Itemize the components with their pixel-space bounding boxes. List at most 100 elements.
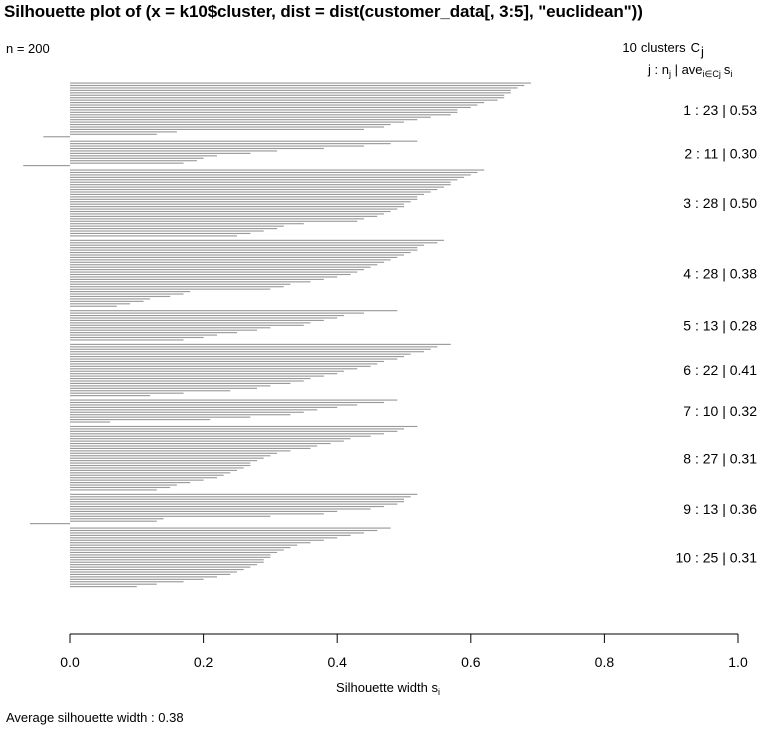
silhouette-bar-c2-4	[70, 147, 324, 150]
silhouette-bar-c3-1	[70, 169, 485, 171]
silhouette-bar-c2-6	[70, 152, 251, 154]
silhouette-bar-c10-9	[70, 547, 291, 549]
legend-columns-header: j : nj | avei∈Cj si	[647, 62, 732, 79]
silhouette-bar-c1-5	[70, 92, 511, 94]
silhouette-bar-c7-4	[70, 406, 338, 408]
silhouette-bar-c6-16	[70, 380, 304, 382]
silhouette-bar-c8-19	[70, 469, 237, 471]
silhouette-bar-c1-6	[70, 94, 505, 96]
silhouette-bar-c8-15	[70, 460, 258, 462]
silhouette-bar-c3-10	[70, 191, 431, 193]
cluster-label-5: 5 : 13 | 0.28	[683, 318, 757, 334]
silhouette-bar-c3-24	[70, 225, 284, 227]
silhouette-bar-c5-4	[70, 317, 338, 319]
silhouette-bar-c9-12	[70, 520, 157, 522]
silhouette-bar-c4-25	[70, 298, 151, 300]
silhouette-bar-c4-17	[70, 278, 324, 280]
legend-cluster-count: 10 clusters C	[622, 40, 700, 55]
silhouette-bar-c3-12	[70, 196, 418, 198]
silhouette-bar-c4-7	[70, 254, 404, 256]
average-silhouette-label: Average silhouette width : 0.38	[6, 710, 184, 725]
cluster-label-1: 1 : 23 | 0.53	[683, 102, 757, 118]
sample-size-label: n = 200	[6, 41, 50, 56]
silhouette-bar-c10-1	[70, 527, 391, 529]
silhouette-bar-c5-8	[70, 327, 271, 329]
silhouette-bar-c7-10	[70, 421, 111, 423]
silhouette-bar-c4-26	[70, 300, 144, 302]
silhouette-bar-c1-23	[43, 136, 70, 138]
silhouette-bar-c4-1	[70, 239, 445, 241]
silhouette-bar-c1-3	[70, 87, 518, 89]
x-tick-label-0.8: 0.8	[595, 654, 615, 670]
cluster-label-4: 4 : 28 | 0.38	[683, 265, 757, 281]
silhouette-bar-c6-3	[70, 348, 431, 350]
silhouette-bar-c4-18	[70, 281, 311, 283]
silhouette-bar-c10-15	[70, 561, 264, 563]
silhouette-bar-c9-7	[70, 508, 371, 510]
silhouette-bar-c5-6	[70, 322, 311, 324]
silhouette-bar-c2-3	[70, 145, 364, 147]
silhouette-bar-c6-15	[70, 377, 311, 380]
silhouette-bar-c6-10	[70, 365, 371, 367]
x-axis-label: Silhouette width si	[336, 680, 440, 697]
silhouette-bar-c1-2	[70, 84, 525, 87]
cluster-label-10: 10 : 25 | 0.31	[676, 550, 758, 566]
silhouette-bar-c8-9	[70, 445, 318, 447]
silhouette-bar-c9-11	[70, 518, 164, 520]
silhouette-bar-c10-23	[70, 581, 184, 583]
silhouette-bar-c8-22	[70, 477, 217, 479]
silhouette-bar-c1-11	[70, 106, 471, 109]
silhouette-bar-c1-21	[70, 131, 177, 133]
silhouette-bar-c10-7	[70, 542, 311, 544]
silhouette-bar-c4-4	[70, 247, 418, 249]
silhouette-bar-c8-20	[70, 472, 231, 474]
silhouette-bar-c5-9	[70, 329, 258, 331]
silhouette-bar-c3-23	[70, 223, 304, 225]
silhouette-bar-c9-4	[70, 501, 404, 503]
silhouette-bar-c7-9	[70, 419, 211, 421]
silhouette-bar-c6-11	[70, 368, 358, 370]
silhouette-bar-c5-2	[70, 312, 364, 314]
silhouette-bar-c1-7	[70, 97, 505, 99]
silhouette-bar-c4-10	[70, 261, 384, 263]
cluster-label-9: 9 : 13 | 0.36	[683, 501, 757, 517]
silhouette-bar-c2-7	[70, 155, 217, 157]
silhouette-bar-c6-17	[70, 382, 291, 384]
silhouette-bar-c4-22	[70, 291, 191, 293]
silhouette-bar-c2-11	[23, 165, 71, 167]
silhouette-bar-c7-5	[70, 409, 318, 411]
silhouette-bar-c8-10	[70, 447, 311, 449]
silhouette-bar-c8-16	[70, 462, 251, 464]
silhouette-bar-c3-6	[70, 181, 451, 183]
silhouette-bar-c7-3	[70, 404, 358, 406]
silhouette-bar-c3-2	[70, 171, 478, 174]
silhouette-bar-c10-17	[70, 566, 251, 568]
silhouette-bar-c10-25	[70, 586, 137, 588]
silhouette-bar-c8-4	[70, 433, 384, 435]
silhouette-bar-c7-7	[70, 414, 291, 416]
silhouette-bar-c6-7	[70, 358, 398, 360]
x-tick-label-0.6: 0.6	[461, 654, 481, 670]
silhouette-bar-c1-4	[70, 89, 511, 91]
x-tick-label-0.0: 0.0	[60, 654, 80, 670]
silhouette-bar-c1-9	[70, 102, 485, 104]
silhouette-bar-c5-12	[70, 336, 204, 339]
silhouette-bar-c9-13	[29, 523, 71, 525]
silhouette-bar-c1-12	[70, 109, 458, 111]
silhouette-bar-c8-12	[70, 452, 278, 454]
silhouette-bar-c8-3	[70, 430, 398, 432]
silhouette-bar-c1-22	[70, 133, 157, 135]
silhouette-bar-c1-1	[70, 82, 531, 84]
silhouette-bar-c10-14	[70, 559, 264, 561]
silhouette-bar-c10-5	[70, 537, 338, 539]
silhouette-bar-c5-1	[70, 310, 398, 312]
silhouette-bar-c2-5	[70, 150, 278, 152]
silhouette-bar-c6-21	[70, 392, 184, 394]
silhouette-bar-c6-19	[70, 387, 258, 389]
silhouette-bar-c6-18	[70, 385, 271, 387]
silhouette-bar-c1-13	[70, 111, 458, 113]
silhouette-bar-c10-20	[70, 573, 231, 575]
silhouette-bar-c6-4	[70, 351, 425, 353]
silhouette-bar-c7-6	[70, 411, 304, 413]
